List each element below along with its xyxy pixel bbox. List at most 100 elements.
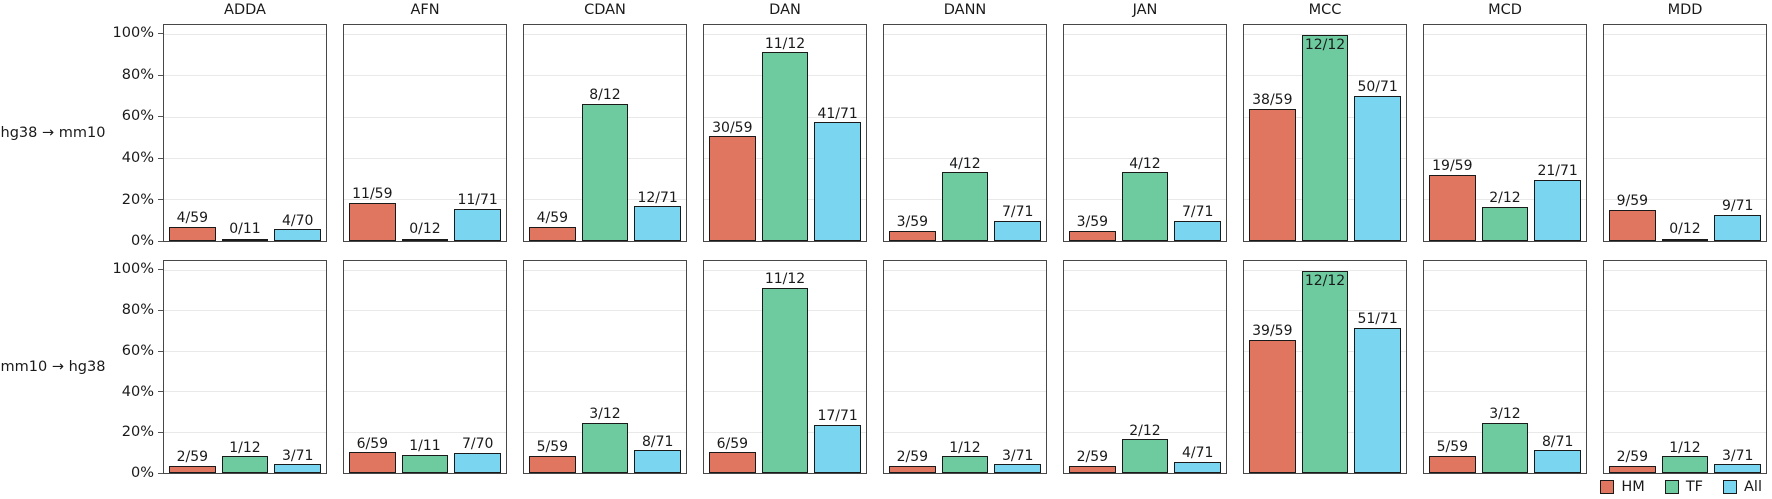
bar-group: 6/59 1/11 7/70 (344, 261, 506, 473)
bar-slot: 2/12 (1481, 25, 1530, 241)
bar-group: 2/59 1/12 3/71 (884, 261, 1046, 473)
gridline (344, 431, 506, 433)
bar-tf: 0/12 (401, 222, 449, 241)
y-tick-mark (158, 269, 163, 271)
bar-value-label: 51/71 (1357, 311, 1398, 328)
gridline (884, 116, 1046, 118)
gridline (884, 350, 1046, 352)
bar-value-label: 2/59 (176, 449, 209, 466)
bar-value-label: 21/71 (1537, 163, 1578, 180)
row-label: hg38 → mm10 (0, 125, 106, 141)
bar-slot: 8/12 (581, 25, 630, 241)
bar-group: 3/59 4/12 7/71 (884, 25, 1046, 241)
gridline (1424, 75, 1586, 77)
bar-slot: 3/71 (273, 261, 322, 473)
y-tick-label: 20% (121, 191, 154, 208)
y-tick-mark (158, 241, 163, 242)
facet-panel-mdd: 2/59 1/12 3/71 (1603, 260, 1767, 474)
plot-area: 3/59 4/12 7/71 (1063, 24, 1227, 242)
facet-title: CDAN (584, 2, 626, 18)
gridline (1424, 391, 1586, 393)
bar-slot: 7/71 (993, 25, 1042, 241)
facet-panels: 2/59 1/12 3/71 6/59 1/11 7/70 5/59 3/12 8/71 6/59… (163, 260, 1772, 474)
facet-panel-jan: 2/59 2/12 4/71 (1063, 260, 1227, 474)
gridline (884, 157, 1046, 159)
bar-slot: 3/59 (888, 25, 937, 241)
bar-slot: 17/71 (813, 261, 862, 473)
bar-slot: 2/59 (1608, 261, 1657, 473)
bar-slot: 3/59 (1068, 25, 1117, 241)
bar-slot: 1/12 (221, 261, 270, 473)
bar-slot: 0/12 (401, 25, 450, 241)
bar-group: 4/59 0/11 4/70 (164, 25, 326, 241)
gridline (1424, 34, 1586, 36)
facet-title: JAN (1132, 2, 1158, 18)
bar-tf: 12/12 (1301, 35, 1349, 241)
bar-slot: 8/71 (633, 261, 682, 473)
facet-panel-cdan: 5/59 3/12 8/71 (523, 260, 687, 474)
plot-area: 4/59 8/12 12/71 (523, 24, 687, 242)
facet-panels: ADDA 4/59 0/11 4/70 AFN 11/59 0/12 11/71 CDAN 4/5… (163, 2, 1772, 242)
bar-tf: 1/11 (401, 439, 449, 473)
y-tick-label: 0% (130, 233, 154, 250)
bar-hm: 3/59 (888, 215, 936, 241)
y-tick-label: 100% (112, 261, 154, 278)
gridline (1604, 431, 1766, 433)
bar-value-label: 4/71 (1181, 444, 1214, 461)
gridline (1424, 116, 1586, 118)
legend-label: HM (1621, 478, 1645, 495)
bar-slot: 3/12 (581, 261, 630, 473)
gridline (1064, 270, 1226, 272)
gridline (164, 75, 326, 77)
y-tick-mark (158, 473, 163, 474)
facet-panel-jan: JAN 3/59 4/12 7/71 (1063, 2, 1227, 242)
bar-all: 8/71 (634, 434, 682, 473)
bar-slot: 12/12 (1301, 25, 1350, 241)
bar-value-label: 0/12 (1669, 221, 1701, 238)
legend-swatch-all (1723, 479, 1738, 494)
bar-slot: 6/59 (708, 261, 757, 473)
bar-tf: 11/12 (761, 272, 809, 473)
bar-slot: 1/12 (941, 261, 990, 473)
bar-all: 4/70 (274, 213, 322, 241)
bar-all: 41/71 (814, 106, 862, 241)
gridline (1604, 270, 1766, 272)
bar-value-label: 6/59 (356, 435, 389, 452)
bar-all: 3/71 (1714, 449, 1762, 473)
bar-value-label: 2/59 (1616, 449, 1649, 466)
plot-area: 4/59 0/11 4/70 (163, 24, 327, 242)
plot-area: 5/59 3/12 8/71 (1423, 260, 1587, 474)
y-tick-label: 60% (121, 342, 154, 359)
gridline (1604, 34, 1766, 36)
y-tick-mark (158, 391, 163, 393)
facet-title: DAN (769, 2, 801, 18)
bar-slot: 12/71 (633, 25, 682, 241)
bar-value-label: 38/59 (1252, 91, 1293, 108)
bar-value-label: 12/71 (637, 189, 678, 206)
gridline (164, 116, 326, 118)
y-tick-mark (158, 432, 163, 434)
bar-value-label: 30/59 (712, 119, 753, 136)
bar-value-label: 0/12 (409, 221, 441, 238)
bar-slot: 4/70 (273, 25, 322, 241)
y-tick-mark (158, 116, 163, 118)
bar-value-label: 1/11 (409, 437, 441, 454)
bar-hm: 2/59 (1608, 450, 1656, 473)
bar-hm: 5/59 (528, 440, 576, 473)
bar-tf: 3/12 (1481, 407, 1529, 473)
bar-tf: 1/12 (1661, 440, 1709, 473)
bar-slot: 0/11 (221, 25, 270, 241)
bar-group: 6/59 11/12 17/71 (704, 261, 866, 473)
plot-area: 9/59 0/12 9/71 (1603, 24, 1767, 242)
bar-hm: 3/59 (1068, 215, 1116, 241)
facet-title: MCD (1488, 2, 1522, 18)
bar-value-label: 1/12 (229, 439, 261, 456)
bar-group: 11/59 0/12 11/71 (344, 25, 506, 241)
gridline (884, 431, 1046, 433)
gridline (164, 310, 326, 312)
gridline (1604, 75, 1766, 77)
gridline (1424, 350, 1586, 352)
bar-all: 17/71 (814, 409, 862, 473)
legend-swatch-tf (1664, 479, 1679, 494)
bar-value-label: 17/71 (817, 407, 858, 424)
